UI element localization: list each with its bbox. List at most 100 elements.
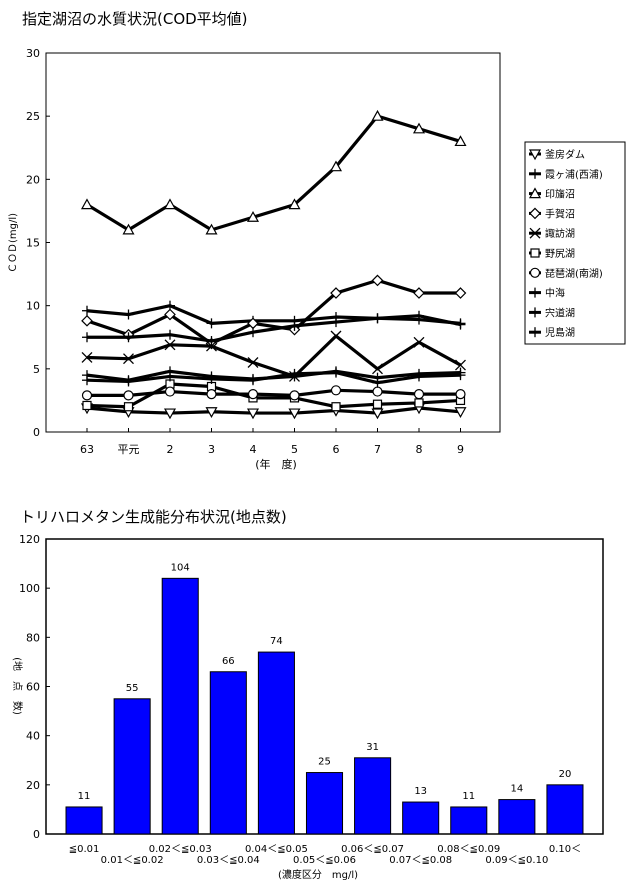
chart1-legend-marker [529, 207, 541, 220]
chart2-bar [209, 671, 247, 835]
chart2-ytick-label: 40 [26, 730, 40, 743]
chart1-point [246, 210, 260, 222]
chart1-xtick-label: 5 [291, 443, 298, 456]
chart1-point [82, 400, 92, 411]
chart1-xtick-label: 4 [250, 443, 257, 456]
chart1-xtick-label: 8 [416, 443, 423, 456]
chart1-point [372, 313, 383, 324]
chart1-legend-box [524, 141, 626, 345]
chart2-title: トリハロメタン生成能分布状況(地点数) [20, 508, 287, 526]
chart1-point [372, 363, 383, 375]
chart1-ytick-label: 10 [26, 300, 40, 313]
chart1-point [247, 389, 259, 400]
chart1-legend-marker [530, 248, 540, 258]
chart2-xaxis-label: (濃度区分 mg/l) [278, 868, 358, 881]
chart1-point [163, 198, 177, 210]
chart1-point [206, 336, 217, 347]
chart1-series-line [86, 371, 461, 385]
chart1-point [123, 353, 134, 365]
chart1-ytick-label: 20 [26, 173, 40, 186]
chart1-xtick-label: 63 [80, 443, 94, 456]
chart1-ytick-label: 15 [26, 237, 40, 250]
chart1-legend-label: 宍道湖 [545, 306, 575, 319]
chart1-point [329, 160, 343, 172]
chart1-legend-label: 野尻湖 [545, 248, 575, 260]
chart1-point [414, 310, 424, 321]
chart1-legend-label: 印旛沼 [545, 188, 575, 201]
chart1-legend-marker [529, 267, 541, 278]
chart2-xtick-label: 0.03＜≦0.04 [197, 855, 260, 866]
chart1-point [414, 371, 424, 382]
chart2-bar [113, 698, 151, 835]
chart2-xtick-label: 0.02＜≦0.03 [149, 844, 212, 855]
chart1-legend-marker [530, 287, 540, 298]
chart1-xtick-label: 7 [374, 443, 381, 456]
chart1-point [123, 376, 134, 387]
chart2-bar [402, 801, 440, 835]
chart2-ytick-label: 20 [26, 779, 40, 792]
chart2-bar [498, 799, 536, 835]
chart1-point [330, 385, 342, 396]
chart1-point [163, 408, 177, 420]
chart2-bar [257, 651, 295, 835]
chart1-series-line [87, 388, 461, 397]
chart1-point [206, 340, 217, 352]
chart1-point [81, 390, 93, 401]
chart1-point [246, 408, 260, 420]
chart1-point [455, 370, 466, 381]
chart2-bar [161, 577, 199, 835]
chart2-bar-value-label: 11 [462, 791, 475, 802]
chart1-point [247, 357, 259, 368]
chart1-legend-marker [530, 307, 540, 318]
chart1-point [412, 122, 426, 134]
chart1-point [82, 305, 92, 316]
chart1-point [330, 287, 342, 299]
chart1-point [330, 330, 342, 342]
chart1-point [331, 317, 341, 328]
chart1-ytick-label: 25 [26, 110, 40, 123]
chart2-bar-value-label: 13 [414, 786, 427, 797]
chart1-legend-label: 中海 [545, 287, 565, 300]
chart1-legend-label: 手賀沼 [545, 207, 575, 220]
chart1-point [413, 336, 425, 348]
chart1-point [454, 407, 467, 419]
chart1-ytick-label: 0 [33, 426, 40, 439]
chart2-ytick-label: 120 [19, 533, 40, 546]
chart1-point [206, 389, 217, 400]
chart2-bar [354, 757, 392, 835]
chart1-legend-label: 児島湖 [545, 326, 575, 339]
chart1-point [331, 402, 341, 412]
chart1-xaxis-label: (年 度) [255, 457, 297, 471]
chart2-bar [450, 806, 488, 835]
chart2-xtick-label: 0.04＜≦0.05 [245, 844, 308, 855]
chart1-legend-marker [528, 187, 542, 199]
chart1-point [371, 109, 384, 121]
chart1-point [165, 329, 175, 340]
chart2-bar-value-label: 66 [222, 656, 235, 667]
chart1-point [81, 314, 93, 327]
chart1-point [165, 371, 175, 382]
chart1-point [123, 390, 134, 401]
chart1-point [414, 398, 424, 408]
chart1-point [81, 352, 93, 363]
chart2-ytick-label: 100 [19, 582, 40, 595]
chart1-xtick-label: 平元 [118, 443, 140, 456]
chart2-bar-value-label: 11 [78, 791, 91, 802]
chart2-bar-value-label: 20 [559, 769, 572, 780]
chart1-ytick-label: 30 [26, 47, 40, 60]
chart1-point [248, 375, 258, 386]
chart1-point [164, 308, 176, 321]
chart1-point [413, 287, 425, 299]
chart1-point [123, 402, 134, 412]
chart1-point [206, 373, 217, 384]
chart1-point [288, 408, 301, 420]
chart1-point [82, 375, 92, 386]
chart1-point [331, 367, 341, 378]
chart1-legend-marker [530, 327, 540, 338]
chart1-point [454, 135, 467, 147]
chart1-point [205, 223, 218, 235]
chart2-bar-value-label: 104 [171, 562, 190, 573]
chart1-point [372, 377, 383, 388]
chart2-bar [65, 806, 103, 835]
